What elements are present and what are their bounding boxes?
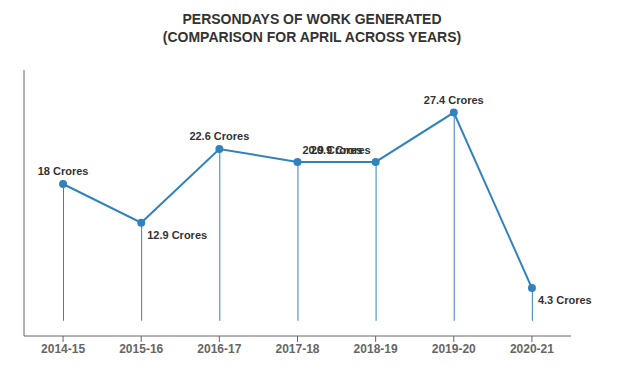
svg-text:2017-18: 2017-18	[275, 342, 319, 356]
html-text:PERSONDAYS OF WORK GENERATED: PERSONDAYS OF WORK GENERATED	[182, 11, 442, 27]
svg-text:2015-16: 2015-16	[119, 342, 163, 356]
svg-text:2019-20: 2019-20	[432, 342, 476, 356]
svg-text:2014-15: 2014-15	[41, 342, 85, 356]
svg-text:2016-17: 2016-17	[197, 342, 241, 356]
html-text:(COMPARISON FOR APRIL ACROSS Y: (COMPARISON FOR APRIL ACROSS YEARS)	[162, 29, 462, 45]
svg-text:2018-19: 2018-19	[354, 342, 398, 356]
svg-text:22.6 Crores: 22.6 Crores	[189, 130, 249, 142]
svg-text:12.9 Crores: 12.9 Crores	[147, 229, 207, 241]
svg-text:20.9 Crores: 20.9 Crores	[311, 144, 371, 156]
svg-text:4.3 Crores: 4.3 Crores	[538, 294, 592, 306]
svg-text:2020-21: 2020-21	[510, 342, 554, 356]
svg-text:27.4 Crores: 27.4 Crores	[424, 94, 484, 106]
svg-text:18 Crores: 18 Crores	[38, 165, 89, 177]
